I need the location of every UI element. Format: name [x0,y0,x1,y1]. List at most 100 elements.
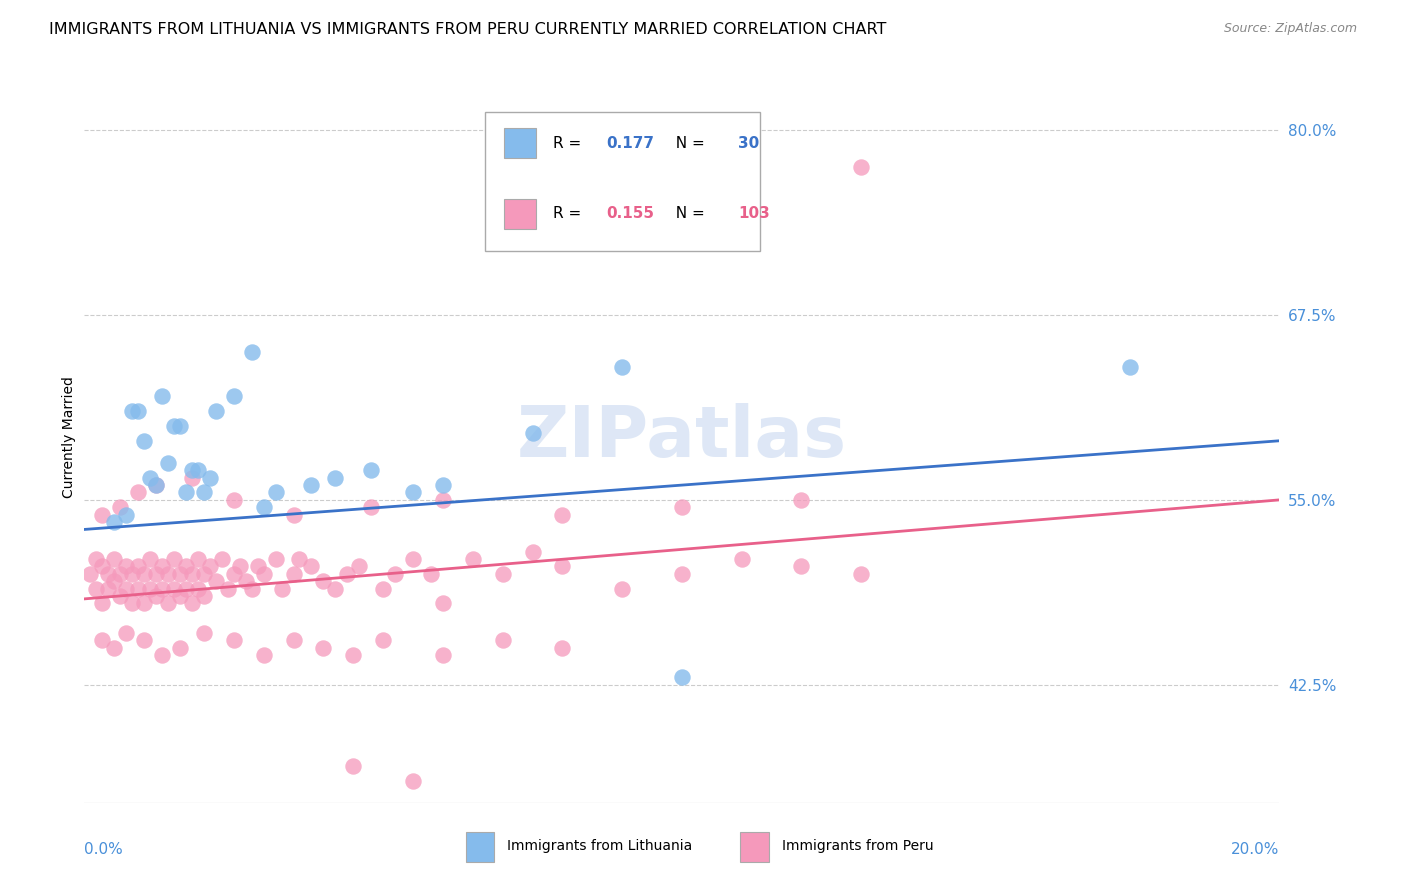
Point [187,582,209,596]
Point [301,478,323,492]
Point [851,161,873,175]
Point [181,566,204,581]
Point [174,582,197,596]
Point [198,559,221,574]
Point [97,582,120,596]
FancyBboxPatch shape [465,831,495,862]
Point [115,625,138,640]
Point [193,589,215,603]
Text: 20.0%: 20.0% [1232,842,1279,856]
Point [211,552,233,566]
Point [360,463,382,477]
Point [671,500,693,515]
Point [91,559,114,574]
Text: 30: 30 [738,136,759,151]
Point [283,508,305,522]
Point [110,589,132,603]
Point [217,582,239,596]
Point [336,566,359,581]
Point [205,574,228,589]
Point [157,596,180,610]
Point [174,485,197,500]
Point [461,552,484,566]
FancyBboxPatch shape [485,112,759,251]
Text: 103: 103 [738,206,770,221]
Text: 0.0%: 0.0% [84,842,124,856]
Point [139,582,162,596]
Point [288,552,311,566]
Point [325,582,347,596]
Point [169,589,191,603]
Point [360,500,382,515]
Point [187,463,209,477]
Point [342,648,364,662]
Point [373,633,395,648]
Point [115,559,138,574]
Point [283,566,305,581]
Point [432,596,454,610]
Point [671,566,693,581]
Point [205,404,228,418]
Text: Immigrants from Peru: Immigrants from Peru [782,839,934,853]
Point [79,566,101,581]
Point [312,574,335,589]
Point [132,596,156,610]
Point [551,640,574,655]
Point [402,773,425,788]
Point [103,552,125,566]
Point [91,633,114,648]
Text: 0.177: 0.177 [606,136,655,151]
Point [181,471,204,485]
FancyBboxPatch shape [503,128,536,159]
Point [1119,359,1142,374]
Point [127,485,149,500]
Point [132,566,156,581]
Point [157,566,180,581]
Point [193,625,215,640]
Y-axis label: Currently Married: Currently Married [62,376,76,498]
Point [790,559,813,574]
Point [145,478,167,492]
Point [253,500,276,515]
Point [169,566,191,581]
Point [150,648,173,662]
Point [169,640,191,655]
Point [222,633,245,648]
Point [492,566,515,581]
Point [86,552,108,566]
Point [103,515,125,529]
Point [97,566,120,581]
Point [115,508,138,522]
Text: Immigrants from Lithuania: Immigrants from Lithuania [508,839,693,853]
Point [240,582,263,596]
Point [132,633,156,648]
Text: IMMIGRANTS FROM LITHUANIA VS IMMIGRANTS FROM PERU CURRENTLY MARRIED CORRELATION : IMMIGRANTS FROM LITHUANIA VS IMMIGRANTS … [49,22,887,37]
Point [145,478,167,492]
Point [127,559,149,574]
Point [551,508,574,522]
Point [349,559,371,574]
Text: N =: N = [666,136,710,151]
Point [671,670,693,684]
Point [103,574,125,589]
Point [157,456,180,470]
Point [198,471,221,485]
Point [253,566,276,581]
FancyBboxPatch shape [741,831,769,862]
Text: 0.155: 0.155 [606,206,655,221]
Point [432,492,454,507]
Point [264,485,287,500]
Point [91,508,114,522]
Point [522,426,544,441]
Point [851,566,873,581]
Point [342,759,364,773]
Point [222,492,245,507]
Point [432,478,454,492]
Point [169,419,191,434]
Point [551,559,574,574]
FancyBboxPatch shape [503,199,536,229]
Text: N =: N = [666,206,710,221]
Point [181,596,204,610]
Point [91,596,114,610]
Point [150,582,173,596]
